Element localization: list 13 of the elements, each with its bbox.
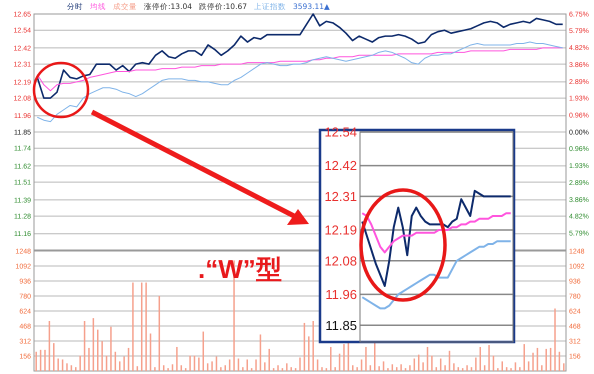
y-tick-label: 12.08 bbox=[324, 253, 357, 268]
line-series bbox=[36, 13, 564, 99]
line-series bbox=[36, 42, 564, 122]
y-tick-label: 12.31 bbox=[324, 188, 357, 204]
line-series bbox=[36, 47, 564, 92]
y-tick-label: 11.85 bbox=[325, 318, 357, 333]
line-series bbox=[361, 190, 512, 287]
line-series bbox=[361, 212, 512, 254]
y-tick-label: 11.96 bbox=[325, 286, 357, 302]
annotation: .“W”型 bbox=[198, 254, 282, 284]
line-series bbox=[361, 240, 512, 310]
y-tick-label: 12.19 bbox=[324, 222, 357, 238]
y-tick-label: 12.42 bbox=[324, 158, 357, 174]
